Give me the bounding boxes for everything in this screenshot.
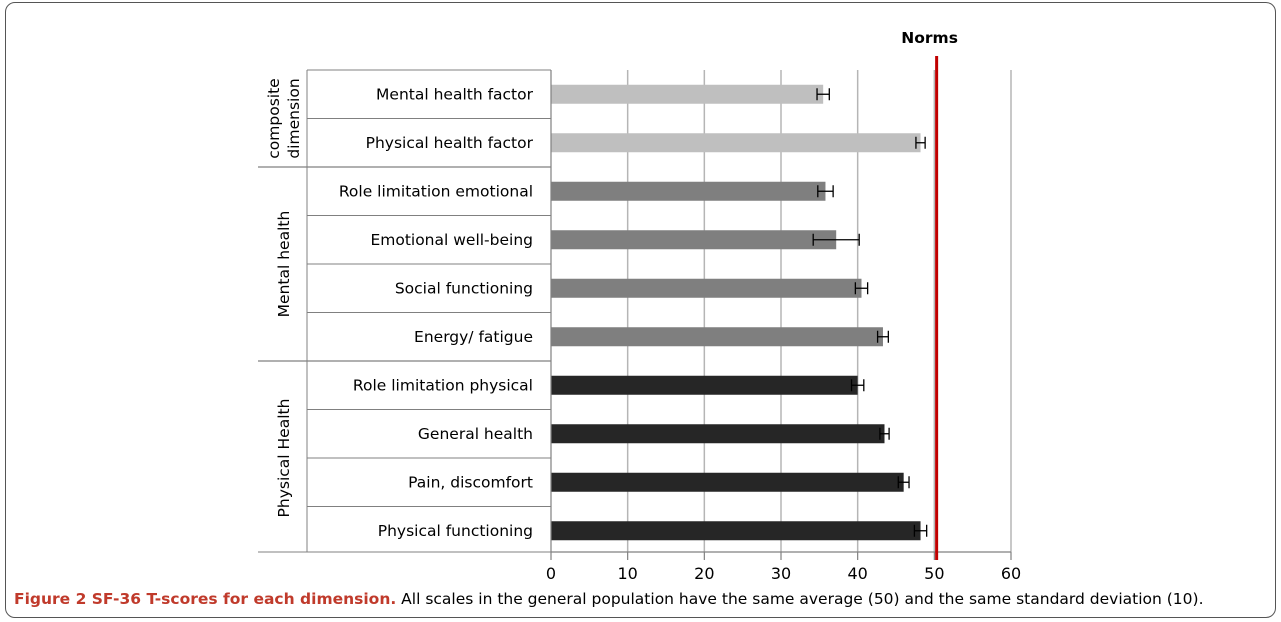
- row-label: Role limitation emotional: [339, 182, 533, 200]
- group-label: dimension: [285, 78, 303, 158]
- bar: [551, 230, 837, 250]
- row-label: General health: [418, 425, 533, 443]
- figure-caption: Figure 2 SF-36 T-scores for each dimensi…: [14, 590, 1204, 608]
- bar: [551, 84, 824, 104]
- norms-label: Norms: [901, 29, 958, 47]
- bar: [551, 424, 885, 444]
- row-label: Role limitation physical: [353, 376, 533, 394]
- bar: [551, 375, 858, 395]
- row-label: Social functioning: [395, 279, 533, 297]
- row-label: Energy/ fatigue: [414, 328, 533, 346]
- x-tick-label: 60: [1001, 564, 1021, 583]
- row-label: Physical functioning: [378, 522, 533, 540]
- row-label: Physical health factor: [366, 134, 534, 152]
- x-tick-label: 50: [924, 564, 944, 583]
- bar: [551, 472, 904, 492]
- group-label: Physical Health: [275, 399, 293, 518]
- group-label: composite: [265, 78, 283, 158]
- bar-chart: composite dimension Mental health Physical …: [258, 29, 1021, 583]
- row-label: Pain, discomfort: [408, 473, 533, 491]
- x-tick-label: 0: [546, 564, 556, 583]
- bar: [551, 521, 921, 541]
- bar: [551, 327, 883, 347]
- x-tick-label: 10: [617, 564, 637, 583]
- caption-text: All scales in the general population hav…: [396, 590, 1204, 608]
- bar: [551, 133, 921, 153]
- group-label: Mental health: [275, 211, 293, 318]
- x-tick-label: 20: [694, 564, 714, 583]
- x-tick-label: 30: [771, 564, 791, 583]
- x-tick-label: 40: [847, 564, 867, 583]
- bar: [551, 278, 862, 298]
- caption-lead: Figure 2 SF-36 T-scores for each dimensi…: [14, 590, 397, 608]
- row-label: Emotional well-being: [370, 231, 533, 249]
- row-label: Mental health factor: [376, 85, 534, 103]
- bar: [551, 181, 826, 201]
- figure-frame: [5, 2, 1276, 618]
